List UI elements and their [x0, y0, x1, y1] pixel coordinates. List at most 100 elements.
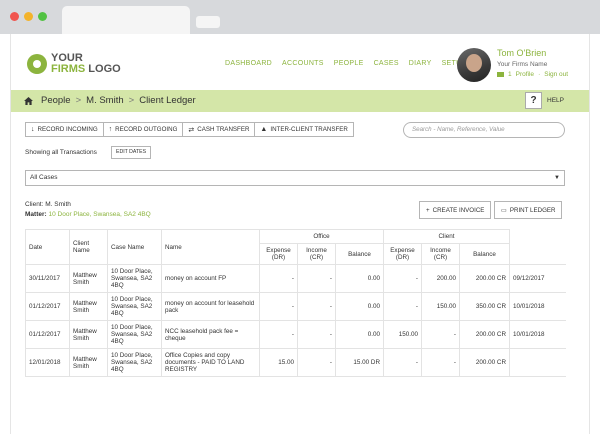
user-name[interactable]: Tom O'Brien — [497, 48, 547, 58]
case-select-value: All Cases — [30, 174, 58, 181]
cash-transfer-button[interactable]: ⇄ CASH TRANSFER — [182, 122, 256, 137]
edit-dates-button[interactable]: EDIT DATES — [111, 146, 152, 159]
table-cell: 0.00 — [335, 292, 384, 321]
home-icon[interactable] — [24, 97, 33, 105]
table-cell: 12/01/2018 — [25, 348, 70, 377]
new-tab-button[interactable] — [196, 16, 220, 28]
main-nav: DASHBOARD ACCOUNTS PEOPLE CASES DIARY SETUP — [225, 60, 466, 67]
logo-line-1: YOUR — [51, 52, 83, 64]
col-client-balance: Balance — [459, 243, 510, 265]
firm-logo[interactable]: YOUR FIRMS LOGO — [51, 53, 121, 75]
col-name: Name — [161, 229, 260, 265]
group-client: Client — [383, 229, 510, 244]
breadcrumb-separator: > — [128, 95, 135, 106]
col-client-income: Income (CR) — [421, 243, 460, 265]
user-icon: ▲ — [260, 126, 268, 133]
case-select[interactable]: All Cases ▼ — [25, 170, 565, 186]
table-cell: 350.00 CR — [459, 292, 510, 321]
table-cell: Matthew Smith — [69, 320, 108, 349]
help-icon[interactable]: ? — [525, 92, 542, 109]
table-cell: 10 Door Place, Swansea, SA2 4BQ — [107, 348, 162, 377]
table-cell: - — [421, 320, 460, 349]
breadcrumb-current: Client Ledger — [139, 95, 196, 106]
breadcrumb-separator: > — [75, 95, 82, 106]
browser-chrome — [0, 0, 600, 34]
table-cell: 150.00 — [383, 320, 422, 349]
logo-accent: FIRMS — [51, 63, 86, 75]
nav-accounts[interactable]: ACCOUNTS — [282, 60, 324, 67]
table-cell: - — [383, 292, 422, 321]
nav-cases[interactable]: CASES — [373, 60, 399, 67]
table-cell: 15.00 DR — [335, 348, 384, 377]
minimize-window-icon[interactable] — [24, 12, 33, 21]
nav-people[interactable]: PEOPLE — [333, 60, 364, 67]
table-row[interactable]: 12/01/2018 Matthew Smith 10 Door Place, Sw… — [25, 348, 566, 377]
table-cell: 15.00 — [259, 348, 298, 377]
browser-tab[interactable] — [62, 6, 190, 34]
table-row[interactable]: 30/11/2017 Matthew Smith 10 Door Place, Sw… — [25, 264, 566, 293]
table-cell: 01/12/2017 — [25, 292, 70, 321]
table-cell: - — [297, 348, 336, 377]
group-office: Office — [259, 229, 384, 244]
table-cell: - — [297, 320, 336, 349]
firm-logo-icon[interactable] — [27, 54, 47, 74]
table-cell: NCC leasehold pack fee = cheque — [161, 320, 260, 349]
print-ledger-button[interactable]: ▭ PRINT LEDGER — [494, 201, 563, 219]
record-outgoing-button[interactable]: ↑ RECORD OUTGOING — [102, 122, 184, 137]
table-header-row: Date Client Name Case Name Name Office C… — [25, 229, 566, 265]
record-incoming-button[interactable]: ↓ RECORD INCOMING — [25, 122, 104, 137]
profile-link[interactable]: Profile — [515, 71, 535, 78]
col-office-expense: Expense (DR) — [259, 243, 298, 265]
arrow-down-icon: ↓ — [31, 126, 35, 133]
action-toolbar: ↓ RECORD INCOMING ↑ RECORD OUTGOING ⇄ CA… — [25, 122, 354, 137]
create-invoice-button[interactable]: + CREATE INVOICE — [419, 201, 492, 219]
table-cell: - — [259, 320, 298, 349]
table-row[interactable]: 01/12/2017 Matthew Smith 10 Door Place, Sw… — [25, 292, 566, 321]
signout-link[interactable]: Sign out — [544, 71, 569, 78]
help-label[interactable]: HELP — [547, 97, 564, 104]
maximize-window-icon[interactable] — [38, 12, 47, 21]
table-cell: - — [421, 348, 460, 377]
search-input[interactable]: Search - Name, Reference, Value — [403, 122, 565, 138]
arrow-up-icon: ↑ — [108, 126, 113, 133]
breadcrumb: People > M. Smith > Client Ledger — [41, 95, 196, 106]
col-client-expense: Expense (DR) — [383, 243, 422, 265]
client-name: M. Smith — [45, 201, 71, 208]
table-cell: 10/01/2018 — [509, 320, 566, 349]
table-cell: 200.00 — [421, 264, 460, 293]
table-cell: Matthew Smith — [69, 348, 108, 377]
table-cell: - — [259, 292, 298, 321]
breadcrumb-people[interactable]: People — [41, 95, 71, 106]
client-line: Client: M. Smith — [25, 201, 71, 208]
matter-link[interactable]: 10 Door Place, Swansea, SA2 4BQ — [48, 211, 151, 218]
transfer-icon: ⇄ — [188, 126, 195, 134]
table-cell: 200.00 CR — [459, 348, 510, 377]
table-cell: 200.00 CR — [459, 264, 510, 293]
table-cell: 10 Door Place, Swansea, SA2 4BQ — [107, 292, 162, 321]
col-office-income: Income (CR) — [297, 243, 336, 265]
col-case-name: Case Name — [107, 229, 162, 265]
inter-client-transfer-button[interactable]: ▲ INTER-CLIENT TRANSFER — [254, 122, 354, 137]
chevron-down-icon: ▼ — [554, 175, 560, 181]
matter-line: Matter: 10 Door Place, Swansea, SA2 4BQ — [25, 211, 151, 218]
nav-setup[interactable]: SETUP — [441, 60, 467, 67]
nav-diary[interactable]: DIARY — [408, 60, 432, 67]
table-row[interactable]: 01/12/2017 Matthew Smith 10 Door Place, Sw… — [25, 320, 566, 349]
close-window-icon[interactable] — [10, 12, 19, 21]
table-cell: 30/11/2017 — [25, 264, 70, 293]
user-firm: Your Firms Name — [497, 61, 548, 68]
table-cell: - — [383, 264, 422, 293]
showing-label: Showing all Transactions — [25, 149, 97, 156]
breadcrumb-bar: People > M. Smith > Client Ledger ? HELP — [11, 90, 589, 112]
nav-dashboard[interactable]: DASHBOARD — [225, 60, 273, 67]
table-cell — [509, 348, 566, 377]
breadcrumb-client[interactable]: M. Smith — [86, 95, 124, 106]
ledger-table: Date Client Name Case Name Name Office C… — [25, 229, 566, 377]
mail-count[interactable]: 1 — [508, 71, 512, 78]
printer-icon: ▭ — [501, 206, 507, 214]
table-cell: Matthew Smith — [69, 264, 108, 293]
table-cell: 10 Door Place, Swansea, SA2 4BQ — [107, 264, 162, 293]
table-cell: Matthew Smith — [69, 292, 108, 321]
user-avatar[interactable] — [457, 48, 491, 82]
mail-icon[interactable] — [497, 72, 504, 77]
